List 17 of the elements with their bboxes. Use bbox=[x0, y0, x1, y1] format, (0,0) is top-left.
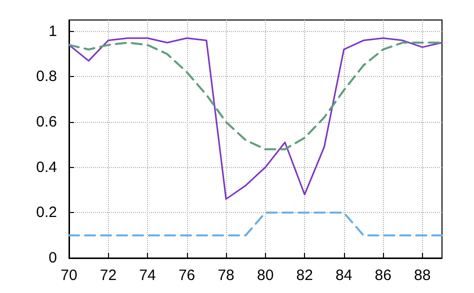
x-tick-label: 78 bbox=[218, 267, 234, 284]
x-tick-label: 82 bbox=[296, 267, 313, 284]
x-tick-label: 80 bbox=[256, 267, 274, 284]
y-tick-label: 0.4 bbox=[36, 158, 57, 176]
x-tick-label: 84 bbox=[336, 267, 352, 284]
y-tick-label: 0 bbox=[48, 250, 57, 266]
x-tick-label: 70 bbox=[60, 267, 78, 284]
x-tick-label: 74 bbox=[139, 267, 156, 284]
line-series bbox=[68, 37, 443, 200]
y-tick-label: 0.2 bbox=[36, 204, 57, 222]
y-tick-label: 0.8 bbox=[36, 68, 57, 86]
x-tick-label: 76 bbox=[178, 267, 196, 284]
x-tick-label: 88 bbox=[414, 267, 431, 284]
x-tick-label: 86 bbox=[374, 267, 392, 284]
y-tick-label: 1 bbox=[48, 22, 57, 40]
y-tick-label: 0.6 bbox=[36, 114, 57, 130]
x-tick-label: 72 bbox=[100, 267, 117, 284]
